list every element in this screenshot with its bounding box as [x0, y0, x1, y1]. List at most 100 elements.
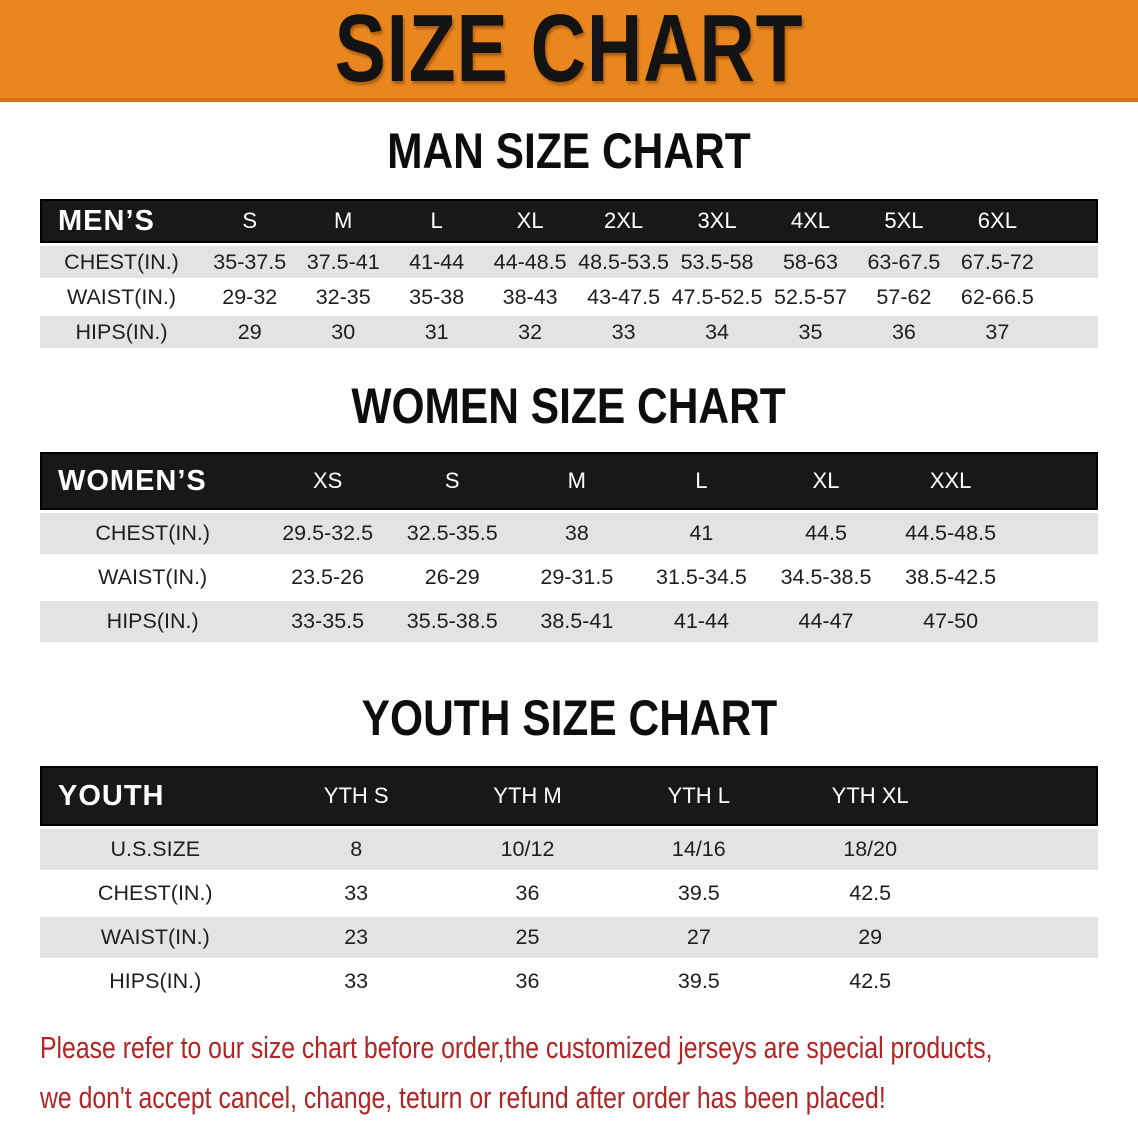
size-value: 62-66.5 — [950, 281, 1045, 313]
size-value: 29.5-32.5 — [265, 513, 390, 554]
section-youth: YOUTH SIZE CHART YOUTH YTH S YTH M YTH L YTH… — [0, 693, 1138, 1005]
size-value: 33 — [576, 316, 671, 348]
size-column-header: XS — [265, 452, 390, 510]
size-value: 14/16 — [613, 829, 785, 870]
size-column-header: L — [389, 199, 484, 243]
size-value: 31.5-34.5 — [639, 557, 764, 598]
men-section-heading: MAN SIZE CHART — [0, 126, 1138, 176]
size-column-header: XL — [763, 452, 889, 510]
row-filler — [955, 829, 1098, 870]
measurement-row: HIPS(IN.) 29 30 31 32 33 34 35 36 37 — [40, 316, 1098, 348]
row-label: WAIST(IN.) — [40, 557, 266, 598]
measurement-row: WAIST(IN.) 29-32 32-35 35-38 38-43 43-47.5 47.… — [40, 281, 1098, 313]
size-value: 29-31.5 — [514, 557, 640, 598]
women-table-body: CHEST(IN.) 29.5-32.5 32.5-35.5 38 41 44.5 44.5… — [40, 513, 1098, 642]
size-column-header: 3XL — [670, 199, 764, 243]
measurement-row: CHEST(IN.) 29.5-32.5 32.5-35.5 38 41 44.5 44.5… — [40, 513, 1098, 554]
size-column-header: 4XL — [763, 199, 858, 243]
size-value: 37 — [950, 316, 1045, 348]
row-filler — [1044, 246, 1098, 278]
size-value: 38-43 — [483, 281, 577, 313]
measurement-row: HIPS(IN.) 33-35.5 35.5-38.5 38.5-41 41-44 44-… — [40, 601, 1098, 642]
size-value: 57-62 — [857, 281, 951, 313]
youth-section-heading-text: YOUTH SIZE CHART — [361, 690, 777, 746]
size-value: 29 — [784, 917, 956, 958]
size-value: 34.5-38.5 — [763, 557, 889, 598]
size-value: 47-50 — [888, 601, 1013, 642]
size-value: 36 — [441, 961, 614, 1002]
youth-table-body: U.S.SIZE 8 10/12 14/16 18/20 CHEST(IN.) 33 36 39… — [40, 829, 1098, 1002]
section-men: MAN SIZE CHART MEN’S S M L XL 2XL 3XL 4XL 5XL 6XL… — [0, 126, 1138, 351]
size-value: 52.5-57 — [763, 281, 858, 313]
size-value: 29-32 — [203, 281, 297, 313]
men-size-table: MEN’S S M L XL 2XL 3XL 4XL 5XL 6XL CHEST(IN.) 35-3… — [40, 196, 1098, 351]
size-value: 35-38 — [389, 281, 484, 313]
size-value: 39.5 — [613, 873, 785, 914]
size-value: 29 — [203, 316, 297, 348]
measurement-row: U.S.SIZE 8 10/12 14/16 18/20 — [40, 829, 1098, 870]
men-table-header: MEN’S S M L XL 2XL 3XL 4XL 5XL 6XL — [40, 199, 1098, 243]
row-filler — [1044, 316, 1098, 348]
size-value: 37.5-41 — [296, 246, 390, 278]
size-value: 67.5-72 — [950, 246, 1045, 278]
row-filler — [955, 917, 1098, 958]
size-value: 33 — [270, 961, 442, 1002]
table-header-row: MEN’S S M L XL 2XL 3XL 4XL 5XL 6XL — [40, 199, 1098, 243]
group-label: MEN’S — [40, 199, 204, 243]
size-value: 32-35 — [296, 281, 390, 313]
size-value: 25 — [441, 917, 614, 958]
size-column-header: YTH L — [613, 766, 785, 826]
row-filler — [1012, 601, 1098, 642]
row-label: CHEST(IN.) — [40, 873, 271, 914]
size-value: 53.5-58 — [670, 246, 764, 278]
row-label: WAIST(IN.) — [40, 281, 204, 313]
size-value: 43-47.5 — [576, 281, 671, 313]
size-value: 44.5 — [763, 513, 889, 554]
women-table-header: WOMEN’S XS S M L XL XXL — [40, 452, 1098, 510]
women-section-heading-text: WOMEN SIZE CHART — [351, 378, 787, 434]
footer-line-2: we don't accept cancel, change, teturn o… — [40, 1079, 1138, 1118]
footer-line-1-text: Please refer to our size chart before or… — [40, 1030, 993, 1065]
size-column-header: XL — [483, 199, 577, 243]
size-value: 63-67.5 — [857, 246, 951, 278]
row-label: HIPS(IN.) — [40, 601, 266, 642]
size-value: 31 — [389, 316, 484, 348]
size-value: 39.5 — [613, 961, 785, 1002]
group-label: YOUTH — [40, 766, 271, 826]
women-size-table: WOMEN’S XS S M L XL XXL CHEST(IN.) 29.5-32.5 32.… — [40, 449, 1098, 645]
size-column-header: L — [639, 452, 764, 510]
size-column-header: 5XL — [857, 199, 951, 243]
size-value: 38.5-41 — [514, 601, 640, 642]
size-value: 32.5-35.5 — [389, 513, 515, 554]
size-column-header: XXL — [888, 452, 1013, 510]
size-value: 48.5-53.5 — [576, 246, 671, 278]
size-column-header: 2XL — [576, 199, 671, 243]
measurement-row: WAIST(IN.) 23 25 27 29 — [40, 917, 1098, 958]
size-value: 47.5-52.5 — [670, 281, 764, 313]
row-label: CHEST(IN.) — [40, 246, 204, 278]
youth-size-table: YOUTH YTH S YTH M YTH L YTH XL U.S.SIZE 8 10/1… — [40, 763, 1098, 1005]
size-value: 33 — [270, 873, 442, 914]
footer-line-2-text: we don't accept cancel, change, teturn o… — [40, 1079, 886, 1115]
row-label: HIPS(IN.) — [40, 316, 204, 348]
header-filler — [955, 766, 1098, 826]
size-value: 41-44 — [639, 601, 764, 642]
size-column-header: S — [389, 452, 515, 510]
measurement-row: WAIST(IN.) 23.5-26 26-29 29-31.5 31.5-34.5 34… — [40, 557, 1098, 598]
header-filler — [1012, 452, 1098, 510]
size-value: 44.5-48.5 — [888, 513, 1013, 554]
size-value: 18/20 — [784, 829, 956, 870]
size-column-header: M — [514, 452, 640, 510]
size-column-header: S — [203, 199, 297, 243]
men-section-heading-text: MAN SIZE CHART — [387, 123, 751, 179]
row-label: HIPS(IN.) — [40, 961, 271, 1002]
size-value: 44-47 — [763, 601, 889, 642]
size-value: 41-44 — [389, 246, 484, 278]
size-column-header: YTH M — [441, 766, 614, 826]
size-value: 58-63 — [763, 246, 858, 278]
size-value: 32 — [483, 316, 577, 348]
size-value: 44-48.5 — [483, 246, 577, 278]
size-value: 42.5 — [784, 961, 956, 1002]
size-value: 38.5-42.5 — [888, 557, 1013, 598]
size-column-header: YTH S — [270, 766, 442, 826]
